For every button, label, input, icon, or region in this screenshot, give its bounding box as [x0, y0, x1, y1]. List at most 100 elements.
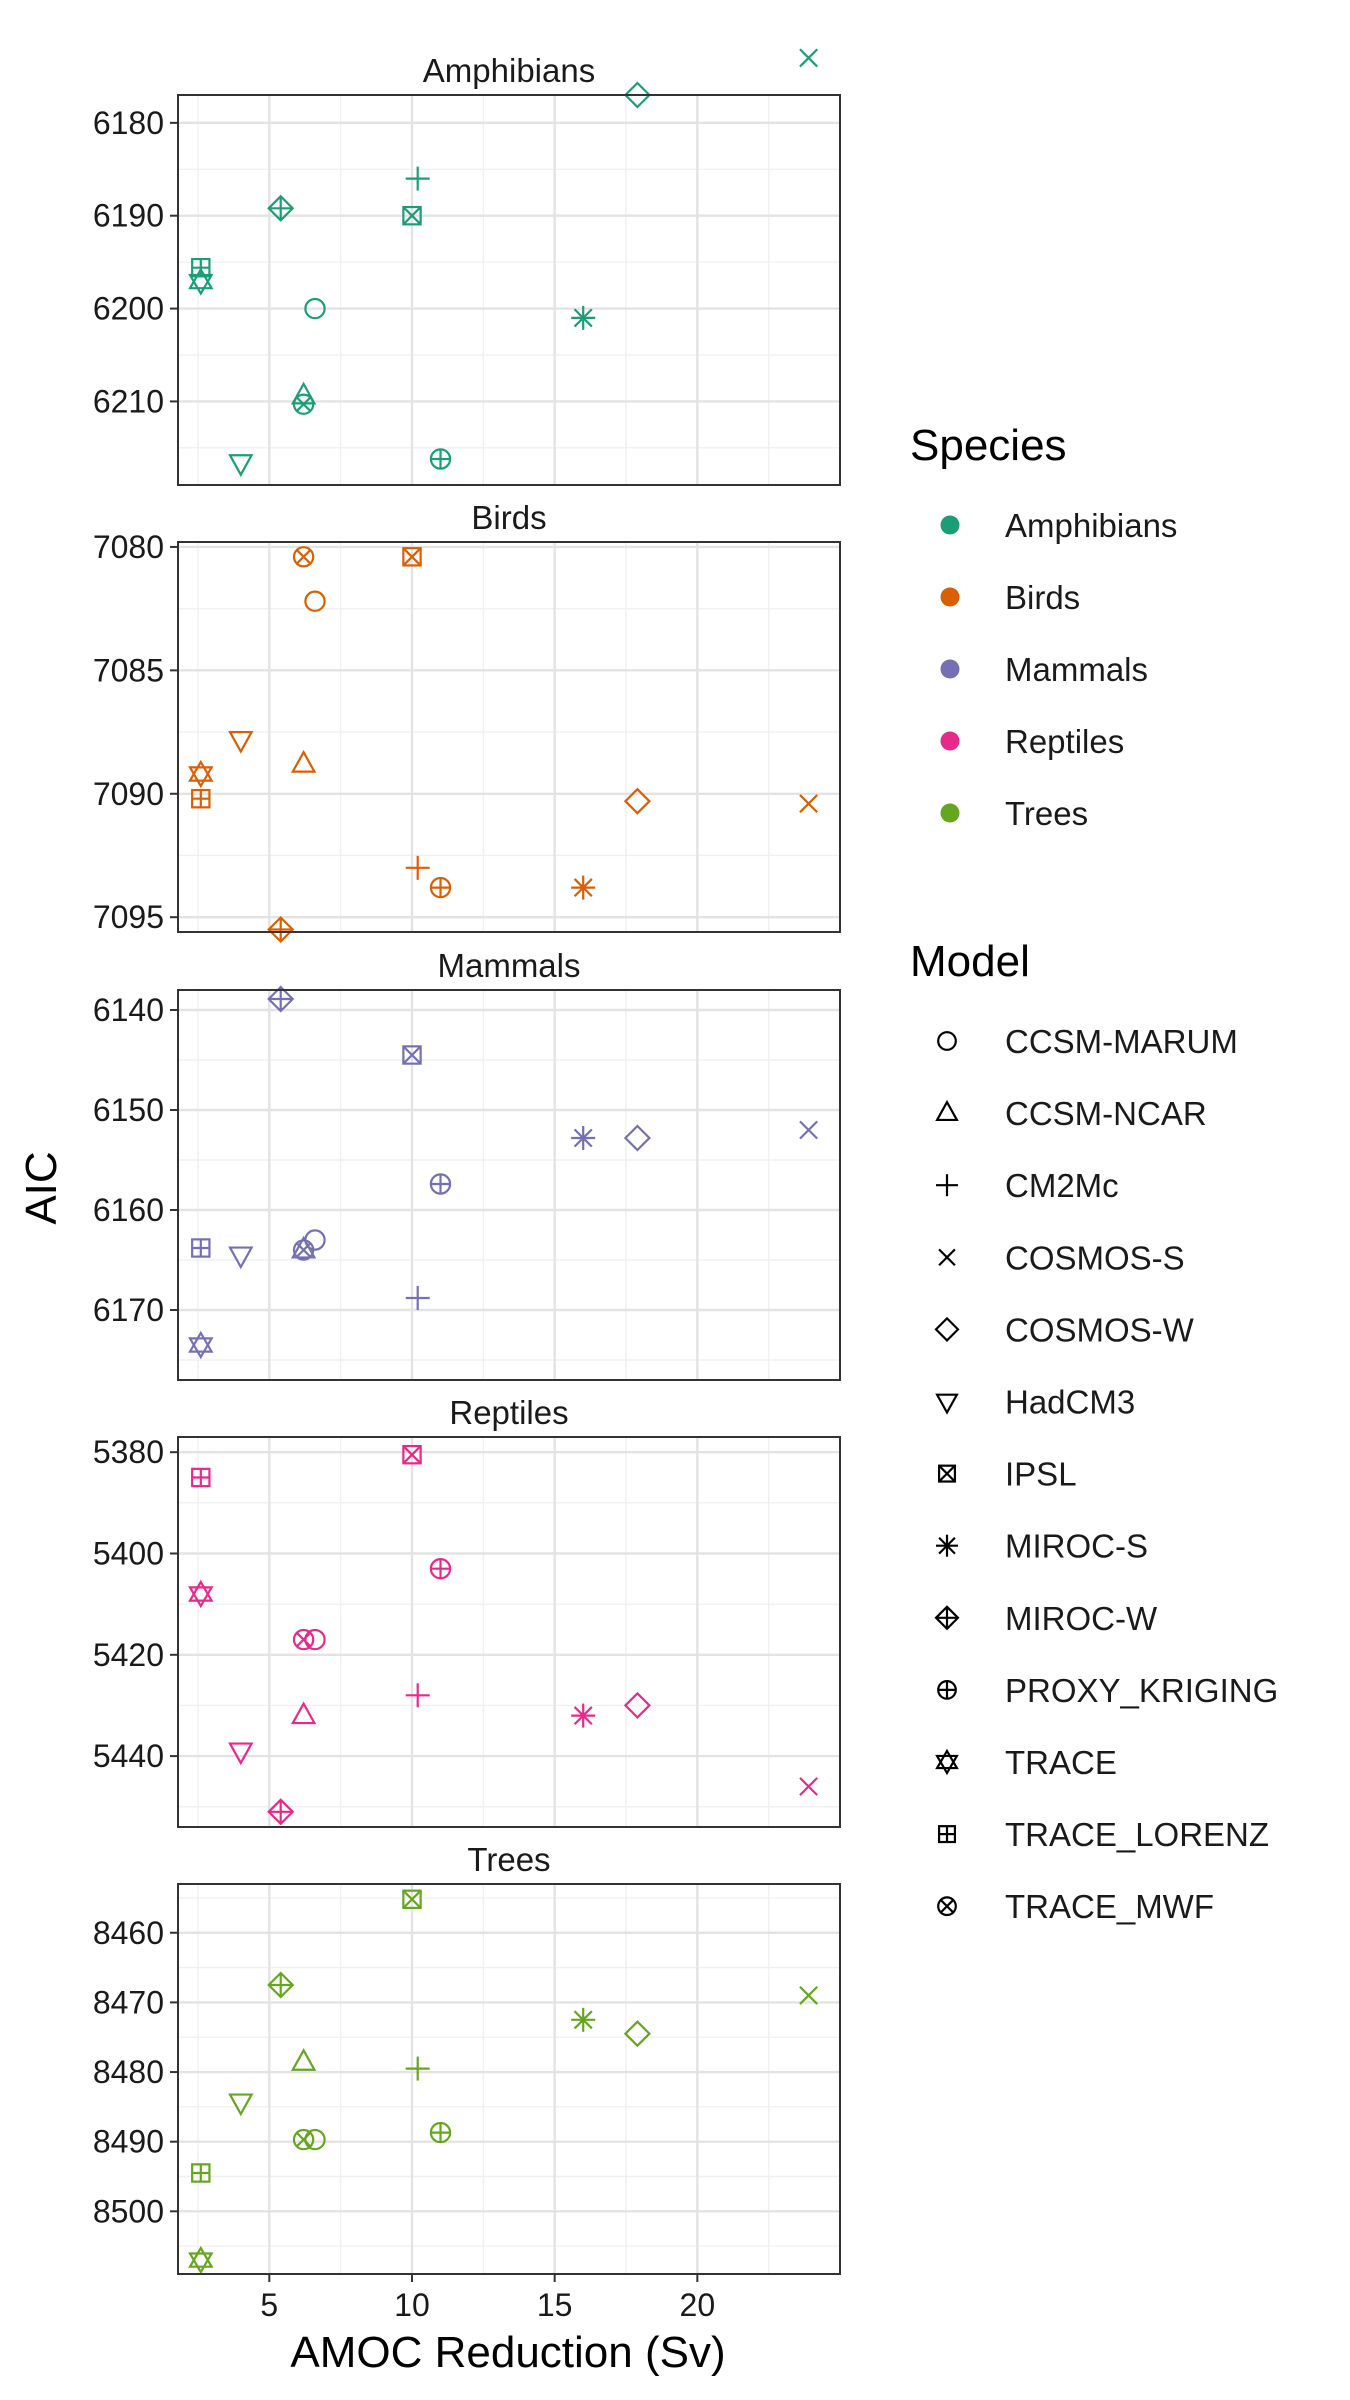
- model-legend-key: [937, 1825, 957, 1844]
- data-point-trace: [188, 759, 214, 789]
- panel-border: [177, 1436, 841, 1828]
- y-tick-label: 8490: [93, 2124, 164, 2160]
- x-tick-label: 5: [260, 2287, 278, 2323]
- model-legend-key: [937, 1464, 957, 1483]
- data-point-ipsl: [402, 1045, 422, 1065]
- data-point-cm2mc: [405, 1683, 430, 1708]
- model-legend-label: CCSM-NCAR: [1005, 1095, 1207, 1132]
- data-point-miroc-w: [267, 1971, 295, 1999]
- data-point-hadcm3: [228, 454, 254, 477]
- model-legend-key: [935, 1099, 959, 1122]
- y-tick-label: 6150: [93, 1092, 164, 1128]
- model-legend-label: COSMOS-W: [1005, 1311, 1195, 1348]
- model-legend-item: TRACE_MWF: [937, 1888, 1214, 1925]
- data-point-trace-lorenz: [191, 1467, 211, 1488]
- species-legend: Amphibians Birds Mammals Reptiles Trees: [940, 507, 1177, 832]
- data-point-trace-mwf: [292, 546, 315, 568]
- data-point-miroc-w: [267, 915, 295, 944]
- data-point-trace-mwf: [292, 393, 315, 415]
- data-point-miroc-s: [571, 1703, 596, 1728]
- model-legend-key: [937, 1680, 957, 1700]
- data-point-hadcm3: [228, 1742, 254, 1766]
- data-point-cosmos-w: [623, 81, 651, 109]
- data-point-ccsm-marum: [304, 2128, 326, 2151]
- y-tick-label: 7095: [93, 899, 164, 935]
- panel-border: [177, 94, 841, 486]
- species-legend-item: Trees: [940, 795, 1088, 832]
- panel-border: [177, 1883, 841, 2275]
- model-legend: CCSM-MARUM CCSM-NCAR CM2Mc COSMOS-S COSMOS-W…: [934, 1023, 1278, 1925]
- species-legend-title: Species: [910, 421, 1067, 470]
- species-legend-item: Birds: [940, 579, 1080, 616]
- y-tick-label: 7080: [93, 529, 164, 565]
- y-tick-label: 5440: [93, 1738, 164, 1774]
- data-point-miroc-s: [571, 1126, 596, 1150]
- species-legend-label: Mammals: [1005, 651, 1148, 688]
- data-point-trace-lorenz: [191, 788, 211, 809]
- model-legend-key: [938, 1248, 956, 1266]
- facet-panels: 6180619062006210Amphibians70807085709070…: [93, 48, 841, 2275]
- panel-background: [178, 542, 840, 932]
- data-point-cm2mc: [405, 2056, 430, 2081]
- model-legend-label: CCSM-MARUM: [1005, 1023, 1238, 1060]
- data-point-ipsl: [402, 1889, 422, 1910]
- species-legend-item: Amphibians: [940, 507, 1177, 544]
- data-point-ccsm-ncar: [290, 749, 317, 773]
- model-legend-label: MIROC-S: [1005, 1528, 1148, 1565]
- y-tick-label: 8500: [93, 2193, 164, 2229]
- panel-background: [178, 1884, 840, 2274]
- data-point-trace: [188, 1330, 214, 1360]
- panel-trees: 8460 8470 8480 8490 8500 Trees: [93, 1841, 841, 2275]
- model-legend-title: Model: [910, 937, 1030, 986]
- y-tick-label: 6140: [93, 992, 164, 1028]
- data-point-proxy-kriging: [429, 1173, 452, 1195]
- model-legend-item: CCSM-NCAR: [935, 1095, 1207, 1132]
- y-tick-label: 6200: [93, 291, 164, 327]
- y-tick-label: 6190: [93, 198, 164, 234]
- model-legend-label: IPSL: [1005, 1456, 1077, 1493]
- panel-background: [178, 990, 840, 1380]
- data-point-cosmos-s: [799, 1120, 819, 1140]
- panel-reptiles: 5380 5400 5420 5440 Reptiles: [93, 1394, 841, 1828]
- data-point-miroc-s: [571, 305, 596, 330]
- data-point-trace-lorenz: [191, 257, 211, 278]
- model-legend-item: PROXY_KRIGING: [937, 1672, 1278, 1709]
- x-tick-label: 15: [537, 2287, 573, 2323]
- y-tick-label: 5380: [93, 1434, 164, 1470]
- model-legend-label: MIROC-W: [1005, 1600, 1158, 1637]
- model-legend-item: COSMOS-S: [938, 1239, 1185, 1276]
- x-tick-label: 20: [680, 2287, 716, 2323]
- model-legend-item: IPSL: [937, 1456, 1077, 1493]
- panel-mammals: 6140 6150 6160 6170 Mammals: [93, 947, 841, 1381]
- data-point-miroc-s: [571, 875, 596, 900]
- data-point-trace-mwf: [292, 1628, 315, 1651]
- model-legend-label: TRACE: [1005, 1744, 1117, 1781]
- data-point-ccsm-marum: [304, 590, 326, 612]
- y-tick-label: 7085: [93, 652, 164, 688]
- species-legend-label: Trees: [1005, 795, 1088, 832]
- data-point-ipsl: [402, 205, 422, 226]
- model-legend-item: MIROC-S: [936, 1528, 1148, 1565]
- x-axis-title: AMOC Reduction (Sv): [290, 2328, 725, 2377]
- species-legend-item: Reptiles: [940, 723, 1124, 760]
- species-legend-key: [940, 731, 960, 751]
- panel-title: Trees: [467, 1841, 550, 1878]
- data-point-cm2mc: [405, 1286, 430, 1310]
- species-legend-key: [940, 587, 960, 607]
- model-legend-item: CCSM-MARUM: [937, 1023, 1238, 1060]
- data-point-cosmos-s: [799, 1985, 819, 2005]
- model-legend-key: [937, 1031, 957, 1051]
- panel-title: Birds: [471, 499, 546, 536]
- species-legend-label: Amphibians: [1005, 507, 1177, 544]
- panel-border: [177, 989, 841, 1381]
- panel-title: Reptiles: [449, 1394, 568, 1431]
- data-point-cosmos-w: [623, 787, 651, 815]
- data-point-ipsl: [402, 1444, 422, 1465]
- panel-title: Amphibians: [423, 52, 595, 89]
- data-point-hadcm3: [228, 2093, 254, 2117]
- data-point-cm2mc: [405, 166, 430, 191]
- y-tick-label: 6180: [93, 105, 164, 141]
- x-tick-label: 10: [394, 2287, 430, 2323]
- data-point-trace-lorenz: [191, 1238, 211, 1258]
- species-legend-key: [940, 659, 960, 679]
